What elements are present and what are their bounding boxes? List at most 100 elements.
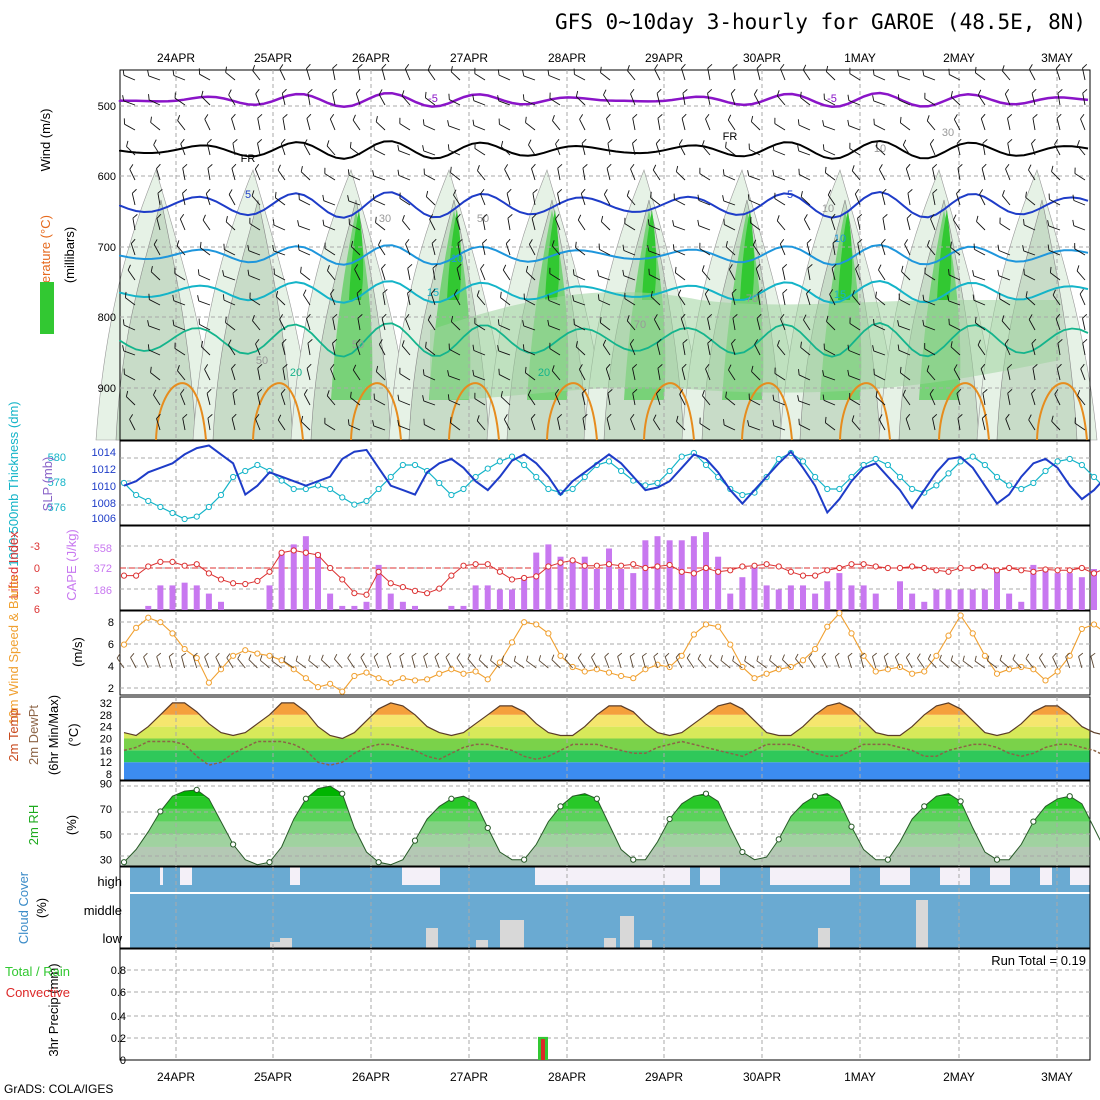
lifted-index-line-point (933, 567, 940, 574)
wind-barb (922, 69, 936, 81)
wind-barb-flag (806, 238, 812, 244)
wind10-barb-flag (986, 655, 990, 661)
wind10-speed-line-point (593, 666, 600, 673)
wind-barb (776, 215, 786, 231)
wind-barb-flag (732, 64, 738, 69)
wind-barb (1001, 65, 1011, 81)
wind-barb-flag (630, 163, 635, 170)
wind-barb-shaft (657, 118, 661, 131)
wind-barb-flag (575, 241, 577, 248)
wind-barb-shaft (225, 72, 236, 81)
wind-barb-shaft (723, 424, 736, 431)
wind-barb (1082, 63, 1088, 81)
wind-barb (732, 64, 738, 81)
wind-barb-flag (378, 239, 382, 246)
lifted-index-line-point (981, 563, 988, 570)
thickness-line-point (133, 491, 140, 499)
lifted-index-line-point (387, 580, 394, 587)
wind-barb-shaft (948, 300, 961, 306)
wind-barb-flag (199, 241, 202, 248)
wind10-barb-flag (720, 655, 723, 661)
wind-barb-shaft (381, 318, 386, 331)
wind-barb (422, 395, 436, 406)
wind10-speed-line (123, 612, 1100, 693)
wind-barb-shaft (632, 143, 636, 156)
wind-barb (207, 414, 213, 431)
wind-barb-shaft (525, 122, 536, 131)
lifted-index-line-point (824, 567, 831, 574)
label-minmax: (6hr Min/Max) (46, 695, 61, 775)
wind-barb (525, 116, 536, 131)
wind-barb-shaft (557, 193, 561, 206)
wind-barb-flag (497, 95, 500, 101)
wind10-barb (564, 653, 573, 669)
cape-bar (872, 593, 879, 610)
wind-barb-flag (956, 138, 962, 144)
wind-barb (497, 319, 511, 331)
wind-barb (774, 367, 786, 381)
thickness-line-point (169, 509, 176, 517)
wind-barb-flag (472, 119, 475, 126)
wind-barb-shaft (303, 394, 311, 406)
lifted-index-line-point (145, 563, 152, 570)
wind10-barb-shaft (271, 660, 282, 669)
wind-barb-flag (902, 139, 907, 146)
wind10-barb-shaft (181, 656, 186, 669)
wind-barb-flag (822, 144, 825, 151)
temp-band (124, 750, 1090, 763)
wind-barb (252, 64, 261, 81)
wind10-barb (641, 652, 647, 669)
wind10-barb-flag (950, 655, 954, 661)
wind-barb-flag (122, 345, 125, 351)
wind-barb-shaft (1005, 418, 1011, 431)
thickness-line-point (242, 467, 249, 475)
wind-barb-shaft (1028, 169, 1036, 181)
wind-barb (506, 188, 512, 206)
wind10-speed-line-point (424, 676, 431, 683)
wind-barb-flag (425, 190, 429, 197)
wind-barb (699, 167, 711, 181)
wind-barb-flag (125, 390, 129, 397)
wind-barb-shaft (124, 373, 136, 381)
wind-barb (982, 139, 988, 156)
wind-barb (280, 388, 286, 406)
cloud-low-bar (270, 942, 280, 948)
wind-barb-shaft (698, 225, 711, 231)
wind-barb (1055, 313, 1061, 331)
wind-barb (929, 138, 936, 156)
wind-barb-flag (332, 338, 338, 344)
wind-barb (397, 419, 411, 431)
wind-barb-flag (624, 292, 626, 299)
wind10-barb-shaft (769, 659, 780, 669)
wind-barb (756, 63, 762, 81)
wind-barb-flag (381, 63, 387, 69)
wind-barb-shaft (603, 94, 611, 106)
date-label-top: 28APR (548, 51, 586, 65)
temp-bands (124, 702, 1090, 780)
wind-barb-shaft (352, 369, 361, 381)
rh-line-point (266, 859, 273, 866)
wind-barb-flag (606, 113, 611, 119)
wind-barb-flag (774, 117, 776, 124)
wind-barb (575, 90, 586, 106)
wind-barb-shaft (249, 298, 261, 306)
wind-barb (681, 63, 686, 81)
wind-barb (957, 414, 963, 431)
wind-barb-flag (547, 319, 550, 326)
wind10-barb-shaft (1025, 658, 1034, 669)
wind-barb-flag (932, 188, 938, 194)
wind-barb-flag (581, 138, 587, 144)
wind-barb-shaft (653, 319, 661, 331)
wind-barb (956, 388, 962, 406)
wind-barb-shaft (902, 394, 911, 406)
wind-barb-flag (1072, 219, 1075, 226)
wind10-barb-flag (894, 652, 900, 658)
wind10-speed-line-point (690, 631, 697, 638)
wind-barb-flag (474, 392, 476, 399)
wind-barb-flag (974, 316, 977, 323)
wind10-speed-line-point (945, 632, 952, 639)
cloud-high-gap (990, 867, 1010, 885)
temp-tick-label: 12 (100, 757, 112, 769)
wind10-barb-flag (664, 652, 670, 658)
wind-barb-flag (554, 388, 560, 395)
